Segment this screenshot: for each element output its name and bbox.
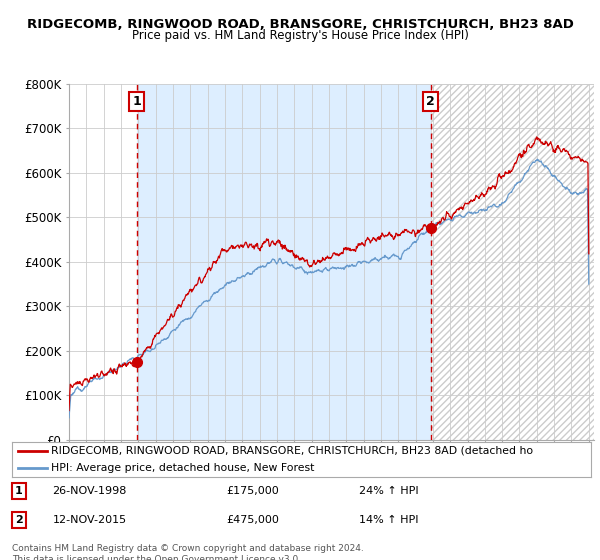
Text: £475,000: £475,000 [226,515,279,525]
Text: 1: 1 [15,486,23,496]
Text: 14% ↑ HPI: 14% ↑ HPI [359,515,419,525]
Text: 1: 1 [132,95,141,108]
Text: 26-NOV-1998: 26-NOV-1998 [53,486,127,496]
Text: 2: 2 [426,95,435,108]
Bar [431,84,594,440]
Text: 2: 2 [15,515,23,525]
Text: £175,000: £175,000 [226,486,279,496]
Bar [137,84,431,440]
Text: Price paid vs. HM Land Registry's House Price Index (HPI): Price paid vs. HM Land Registry's House … [131,29,469,42]
Text: 12-NOV-2015: 12-NOV-2015 [53,515,127,525]
Text: RIDGECOMB, RINGWOOD ROAD, BRANSGORE, CHRISTCHURCH, BH23 8AD (detached ho: RIDGECOMB, RINGWOOD ROAD, BRANSGORE, CHR… [52,446,533,456]
Text: RIDGECOMB, RINGWOOD ROAD, BRANSGORE, CHRISTCHURCH, BH23 8AD: RIDGECOMB, RINGWOOD ROAD, BRANSGORE, CHR… [26,18,574,31]
Text: Contains HM Land Registry data © Crown copyright and database right 2024.
This d: Contains HM Land Registry data © Crown c… [12,544,364,560]
Text: 24% ↑ HPI: 24% ↑ HPI [359,486,419,496]
Text: HPI: Average price, detached house, New Forest: HPI: Average price, detached house, New … [52,463,315,473]
